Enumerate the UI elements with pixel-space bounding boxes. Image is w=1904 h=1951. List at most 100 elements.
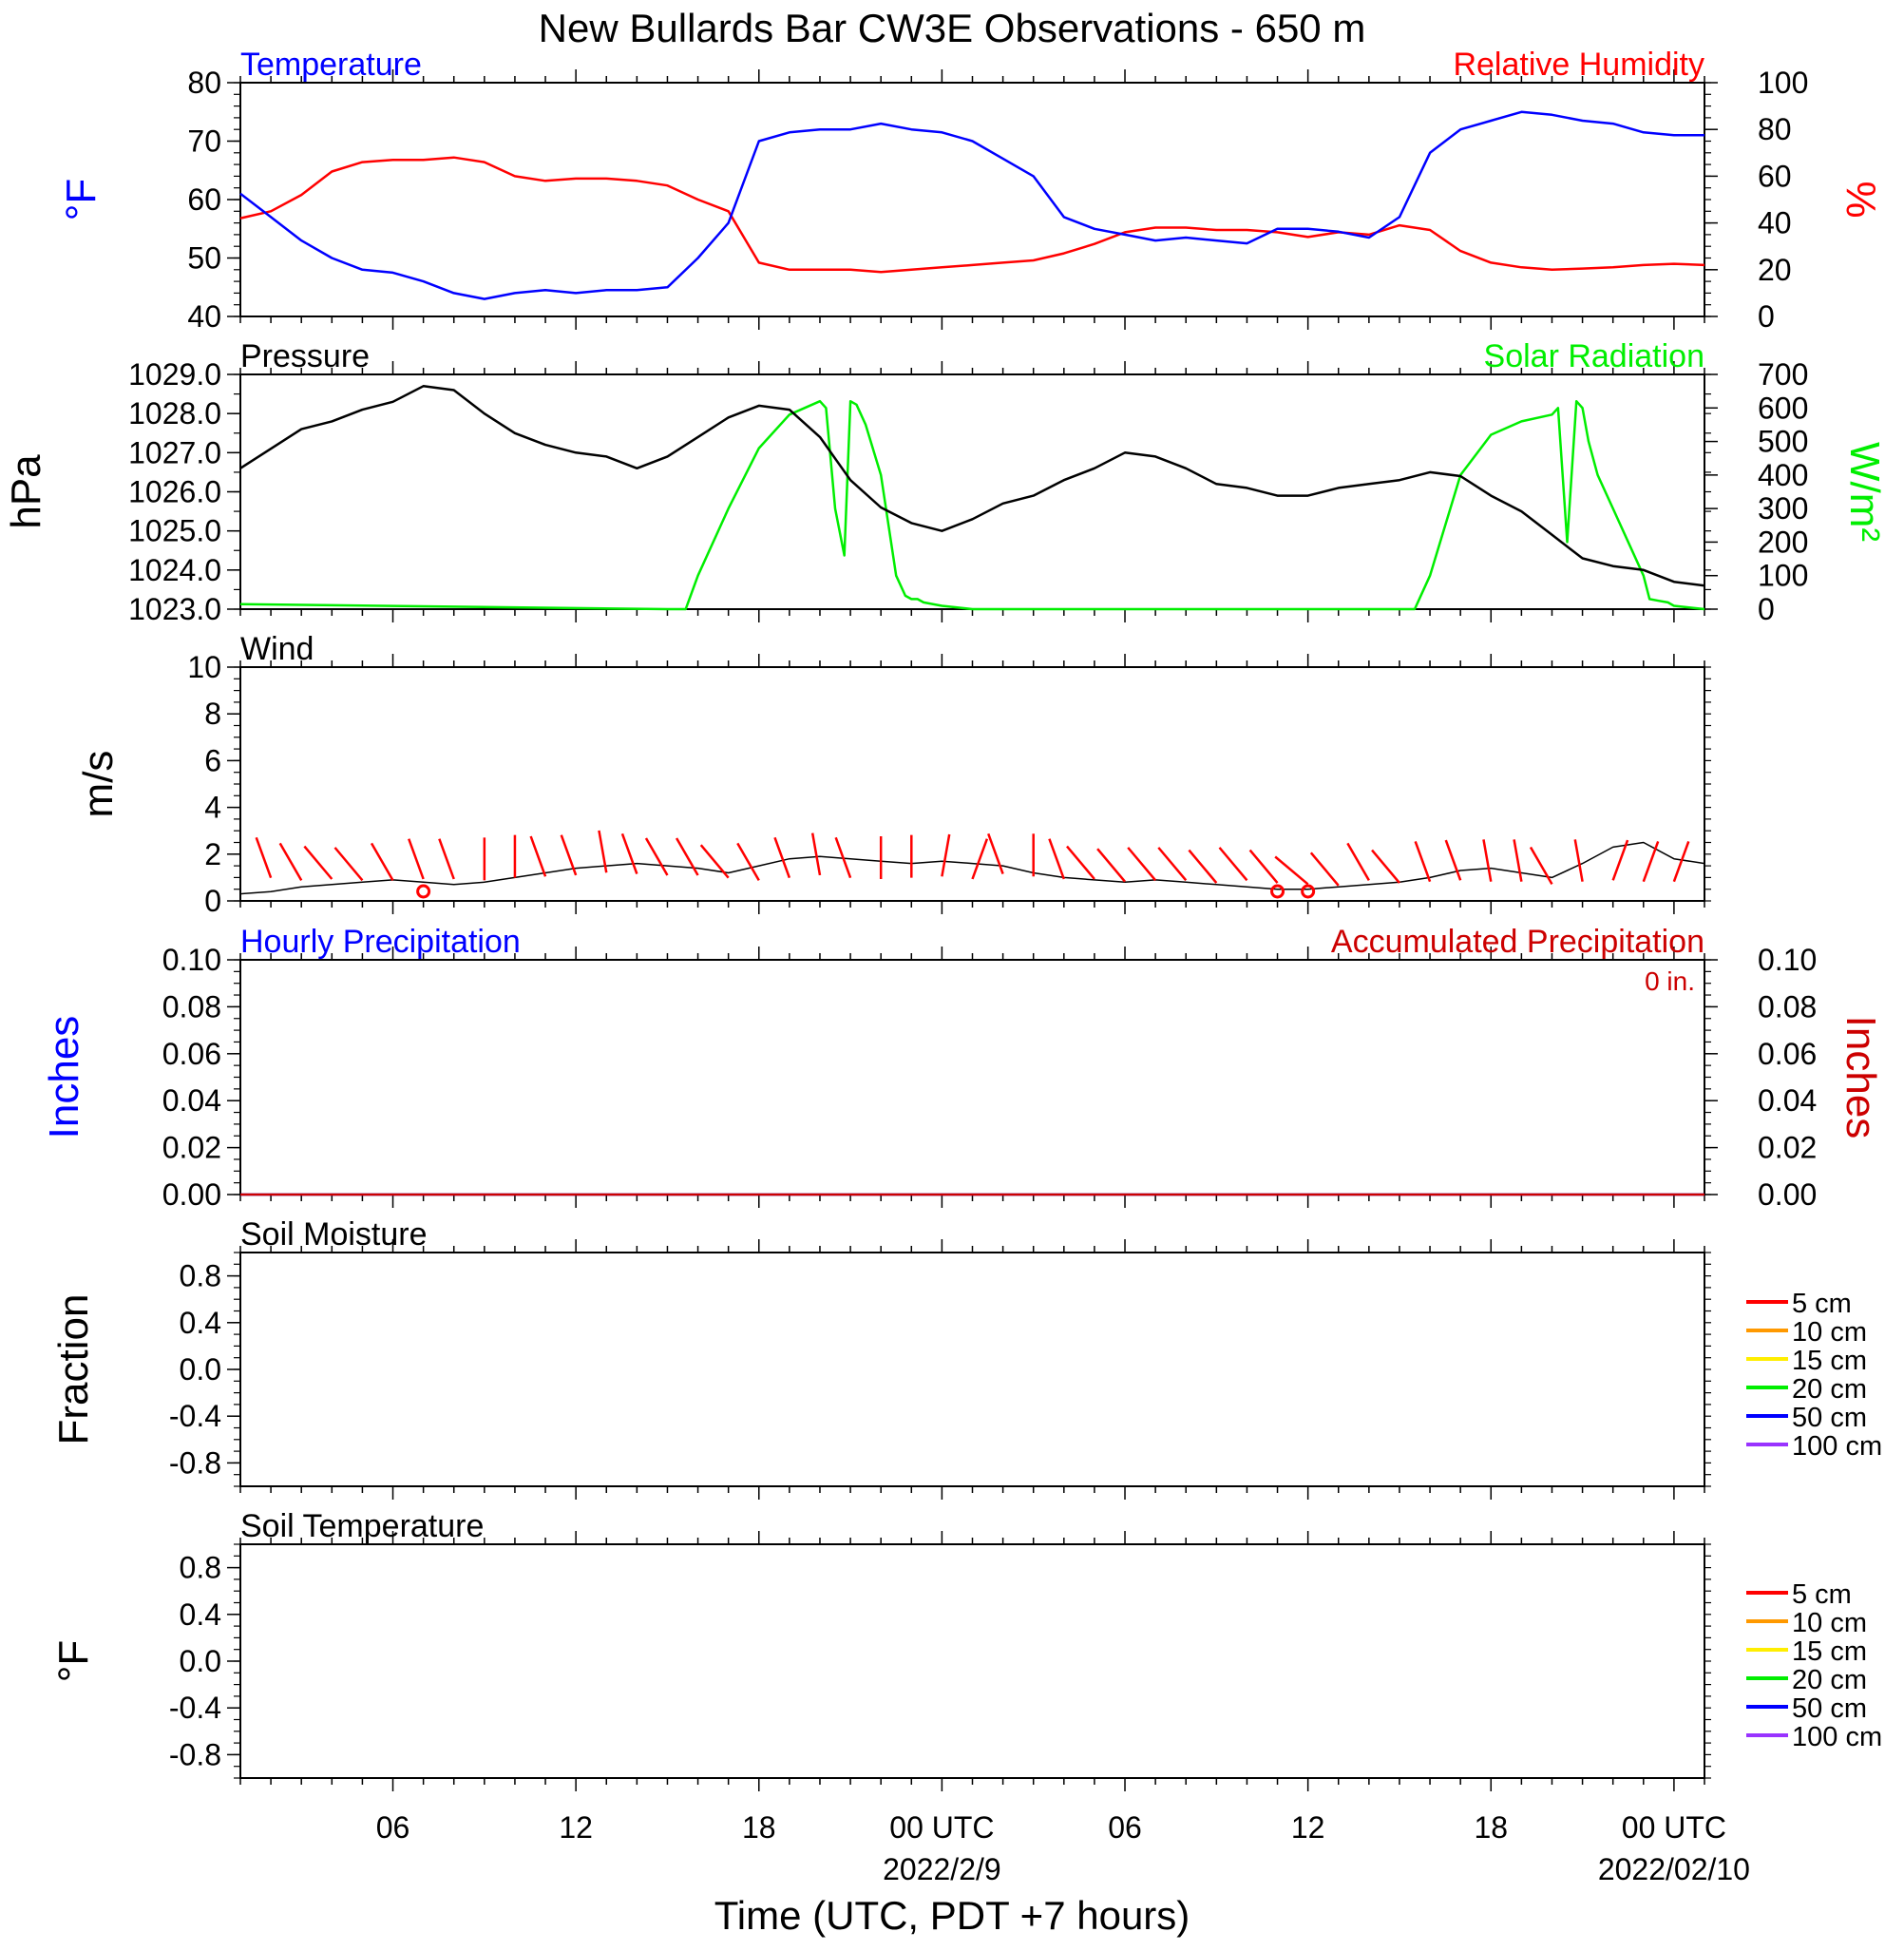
y-tick-label-right: 500	[1758, 425, 1808, 459]
x-axis: 06 12 18 00 UTC 2022/2/9 06 12 18 00 UTC 2022/02/…	[376, 1810, 1750, 1886]
y-tick-label-right: 400	[1758, 458, 1808, 492]
y-tick-label: 0	[204, 884, 221, 918]
y-axis-label: °F	[58, 179, 105, 220]
panel-frame	[239, 82, 1705, 317]
y-tick-label: 0.0	[180, 1352, 221, 1387]
y-tick-label: -0.4	[169, 1691, 221, 1725]
wind-barb	[736, 842, 760, 881]
y-tick-label: 4	[204, 791, 221, 825]
wind-barb	[370, 842, 394, 881]
wind-barb	[941, 833, 951, 877]
x-date-label: 2022/02/10	[1598, 1852, 1750, 1886]
y-axis-label: m/s	[75, 751, 122, 818]
panel-title-wind: Wind	[240, 631, 314, 667]
panel-title-accum-precip: Accumulated Precipitation	[1331, 924, 1704, 960]
wind-barb	[598, 830, 608, 873]
y-tick-label: 40	[187, 299, 221, 334]
y-tick-label: 1027.0	[128, 435, 221, 469]
y-tick-label: 0.4	[180, 1597, 221, 1632]
wind-barb	[675, 837, 699, 876]
x-date-label: 2022/2/9	[883, 1852, 1001, 1886]
wind-barb	[1642, 840, 1660, 883]
panel-title-hourly-precip: Hourly Precipitation	[240, 924, 521, 960]
legend-label: 10 cm	[1792, 1608, 1867, 1638]
panel-title-humidity: Relative Humidity	[1453, 47, 1704, 83]
panel-title-solar: Solar Radiation	[1484, 338, 1704, 374]
y-tick-label: 0.02	[162, 1131, 221, 1165]
wind-barb	[1274, 855, 1309, 886]
wind-barb	[620, 832, 638, 875]
wind-barb	[1513, 839, 1523, 882]
legend-label: 20 cm	[1792, 1665, 1867, 1695]
panel-frame	[239, 666, 1705, 902]
wind-barb	[834, 836, 852, 879]
legend-label: 100 cm	[1792, 1722, 1882, 1752]
wind-barb	[1482, 839, 1493, 882]
calm-wind-marker	[416, 884, 431, 899]
y-tick-label-right: 20	[1758, 253, 1792, 287]
panel-temp_rh: 40 50 60 70 80 0 20 40 60 80 100 Temperature Relativ…	[58, 47, 1884, 334]
x-tick-label: 00 UTC	[1622, 1810, 1726, 1845]
y-tick-label-right: 100	[1758, 559, 1808, 593]
humidity-line	[239, 156, 1705, 274]
figure-title: New Bullards Bar CW3E Observations - 650…	[539, 6, 1366, 50]
wind-barb	[644, 837, 669, 876]
wind-barb	[1346, 842, 1370, 881]
y-tick-label-right: 0.02	[1758, 1131, 1817, 1165]
wind-speed-line	[239, 841, 1705, 895]
y-tick-label: 1025.0	[128, 514, 221, 548]
legend-label: 50 cm	[1792, 1403, 1867, 1433]
wind-barb	[255, 836, 273, 879]
y-tick-label-right: 0.08	[1758, 989, 1817, 1023]
x-tick-label: 00 UTC	[889, 1810, 994, 1845]
y-tick-label-right: 600	[1758, 391, 1808, 425]
wind-barb	[333, 847, 364, 882]
y-tick-label: 1023.0	[128, 592, 221, 626]
wind-barb	[1371, 849, 1400, 884]
wind-barb	[560, 834, 578, 876]
y-tick-label: -0.8	[169, 1445, 221, 1480]
wind-barb	[1611, 839, 1629, 881]
y-tick-label: 0.8	[180, 1551, 221, 1585]
y-tick-label: 70	[187, 124, 221, 159]
wind-barb	[303, 845, 333, 880]
panel-title-pressure: Pressure	[240, 338, 370, 374]
panel-precip: 0.00 0.02 0.04 0.06 0.08 0.10 0.00 0.02 0.04 0.06…	[41, 924, 1884, 1212]
y-tick-label: 6	[204, 743, 221, 777]
x-tick-label: 12	[1291, 1810, 1325, 1845]
wind-barb	[1096, 848, 1126, 883]
legend-label: 5 cm	[1792, 1289, 1852, 1319]
x-axis-label: Time (UTC, PDT +7 hours)	[714, 1893, 1190, 1938]
y-tick-label: -0.4	[169, 1399, 221, 1433]
y-tick-label: 8	[204, 697, 221, 731]
solar-line	[239, 399, 1705, 611]
wind-barb	[1218, 847, 1248, 882]
y-tick-label: -0.8	[169, 1737, 221, 1771]
wind-barb	[1066, 845, 1095, 880]
y-tick-label: 1028.0	[128, 396, 221, 430]
panel-frame	[239, 1252, 1705, 1487]
y-tick-label-right: 100	[1758, 66, 1808, 100]
panel-title-soil_moisture: Soil Moisture	[240, 1216, 428, 1253]
y-tick-label: 0.06	[162, 1037, 221, 1071]
temperature-line	[239, 110, 1704, 300]
y-tick-label: 0.08	[162, 989, 221, 1023]
wind-barb	[810, 832, 822, 876]
wind-barb	[1188, 849, 1218, 884]
legend-label: 10 cm	[1792, 1317, 1867, 1348]
wind-barb	[408, 838, 425, 880]
pressure-line	[239, 385, 1705, 587]
panel-soil_moisture: -0.8 -0.4 0.0 0.4 0.8 Soil Moisture Fraction 5 …	[50, 1216, 1882, 1500]
legend-label: 100 cm	[1792, 1431, 1882, 1462]
y-axis-label-right: %	[1837, 181, 1884, 218]
y-tick-label: 50	[187, 241, 221, 276]
y-tick-label-right: 0.04	[1758, 1083, 1817, 1118]
wind-barb	[1127, 847, 1157, 882]
panel-frame	[239, 959, 1705, 1195]
wind-barb	[278, 842, 303, 881]
y-tick-label-right: 300	[1758, 491, 1808, 526]
y-tick-label-right: 60	[1758, 159, 1792, 193]
legend-label: 5 cm	[1792, 1579, 1852, 1610]
y-tick-label: 0.10	[162, 943, 221, 977]
